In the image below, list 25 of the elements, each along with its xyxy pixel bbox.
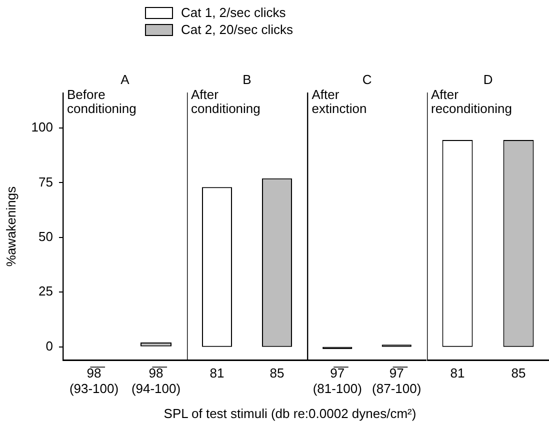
y-tick-label: 50 xyxy=(38,229,53,244)
chart-subtitle: After extinction xyxy=(312,87,367,116)
x-tick-label: 81 xyxy=(210,365,224,380)
chart-title: C xyxy=(362,72,372,88)
x-tick-label: 81 xyxy=(450,365,465,380)
x-tick-label: 9̅7̅ (87-100) xyxy=(372,365,422,396)
x-tick-label: 9̅8̅ (93-100) xyxy=(69,365,119,396)
chart-title: D xyxy=(483,72,493,88)
chart-subtitle: Before conditioning xyxy=(67,87,136,116)
x-tick-label: 85 xyxy=(270,365,284,380)
x-axis-title: SPL of test stimuli (db re:0.0002 dynes/cm²) xyxy=(164,406,416,421)
legend-label: Cat 2, 20/sec clicks xyxy=(181,22,293,37)
y-axis-title: %awakenings xyxy=(3,186,18,267)
x-tick-label: 9̅7̅ (81-100) xyxy=(312,365,362,396)
chart-subtitle: After reconditioning xyxy=(431,87,512,116)
y-tick-label: 0 xyxy=(46,338,53,354)
x-tick-label: 85 xyxy=(511,365,526,380)
y-tick-label: 100 xyxy=(31,120,53,135)
y-tick-label: 75 xyxy=(38,174,53,190)
chart-subtitle: After conditioning xyxy=(191,87,260,116)
chart-title: A xyxy=(120,72,130,88)
legend-label: Cat 1, 2/sec clicks xyxy=(181,5,286,20)
x-tick-label: 9̅8̅ (94-100) xyxy=(131,365,181,396)
y-tick-label: 25 xyxy=(38,284,53,299)
chart-title: B xyxy=(242,72,252,88)
